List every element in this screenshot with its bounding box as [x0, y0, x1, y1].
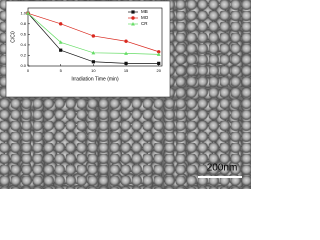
data-point: [91, 60, 95, 64]
page: {"chart_data": {"type": "line", "x_label…: [0, 0, 251, 189]
data-point: [91, 50, 96, 55]
legend-label: CR: [141, 21, 148, 26]
x-tick-label: 10: [91, 68, 96, 73]
plot-frame: [27, 7, 163, 67]
data-point: [124, 51, 128, 55]
data-point: [91, 34, 96, 38]
scale-bar: [198, 176, 242, 178]
legend-label: MO: [141, 15, 149, 20]
x-tick-label: 0: [27, 68, 30, 73]
data-point: [26, 11, 30, 15]
data-point: [124, 61, 128, 65]
data-point: [157, 50, 161, 54]
data-point: [124, 39, 128, 43]
y-tick-label: 0.2: [20, 53, 26, 58]
scale-bar-label: 200nm: [207, 163, 238, 174]
x-tick-label: 20: [157, 68, 162, 73]
data-point: [58, 22, 63, 26]
y-tick-label: 1.0: [20, 10, 26, 15]
y-tick-label: 0.0: [20, 63, 26, 68]
data-point: [156, 52, 161, 56]
y-tick-label: 0.4: [20, 42, 26, 47]
y-tick-label: 0.8: [20, 21, 26, 26]
x-tick-label: 15: [124, 68, 129, 73]
y-tick-label: 0.6: [20, 31, 26, 36]
chart: Irradiation Time (min) C/C0 200nm 0.0 0.2…: [5, 0, 242, 178]
y-axis-label: C/C0: [10, 31, 16, 43]
data-point: [157, 61, 161, 65]
legend-marker: [131, 16, 135, 20]
x-tick-label: 5: [60, 68, 63, 73]
legend-marker: [131, 22, 135, 26]
legend-marker: [131, 10, 135, 14]
inset-panel: [5, 0, 171, 98]
data-point: [58, 40, 63, 44]
legend-label: MB: [141, 9, 148, 14]
data-point: [59, 48, 63, 52]
x-axis-label: Irradiation Time (min): [71, 76, 119, 82]
